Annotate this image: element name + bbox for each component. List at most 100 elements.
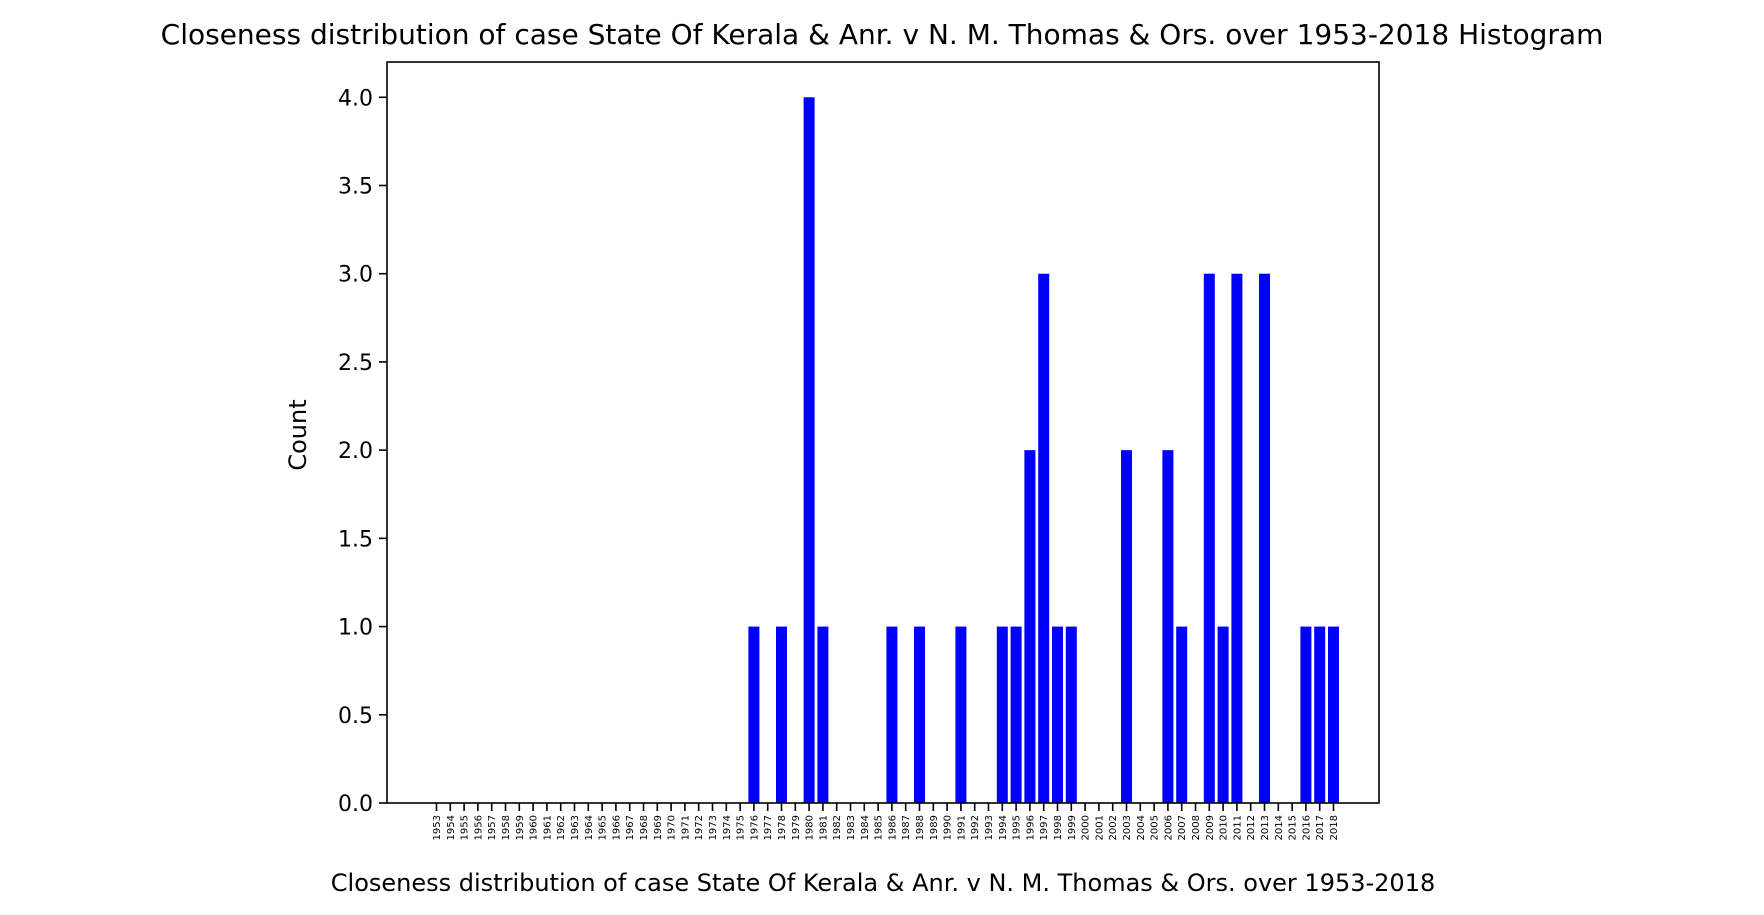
chart-title: Closeness distribution of case State Of … [161,18,1604,51]
x-tick-label: 1958 [501,815,512,840]
y-tick-label: 3.0 [338,263,373,288]
x-tick-label: 1955 [460,815,471,840]
x-tick-label: 1956 [473,815,484,840]
bar-2013 [1259,273,1270,803]
y-tick-label: 4.0 [338,86,373,111]
bar-1998 [1052,626,1063,803]
x-tick-label: 2006 [1163,815,1174,840]
y-axis-label: Count [284,399,312,470]
x-tick-label: 1989 [929,815,940,840]
x-tick-label: 2016 [1301,815,1312,840]
x-tick-label: 1983 [846,815,857,840]
x-tick-label: 1981 [818,815,829,840]
x-tick-label: 1998 [1053,815,1064,840]
x-tick-label: 1987 [901,815,912,840]
bar-2017 [1314,626,1326,803]
x-tick-label: 2009 [1205,815,1216,840]
x-tick-label: 1986 [887,815,898,840]
bar-1976 [748,626,760,803]
x-tick-label: 1968 [639,815,650,840]
x-tick-label: 1984 [860,815,871,840]
x-tick-label: 2011 [1232,815,1243,840]
x-tick-label: 1961 [542,815,553,840]
x-tick-label: 1988 [915,815,926,840]
bar-1981 [817,626,829,803]
x-tick-label: 1966 [611,815,622,840]
x-tick-label: 1953 [432,815,443,840]
bar-2003 [1121,450,1132,803]
x-tick-label: 2007 [1177,815,1188,840]
x-tick-label: 1972 [694,815,705,840]
x-tick-label: 1979 [791,815,802,840]
x-tick-label: 2005 [1150,815,1161,840]
x-tick-label: 1994 [998,815,1009,840]
x-tick-label: 1993 [984,815,995,840]
x-tick-label: 2004 [1136,815,1147,840]
x-tick-label: 1982 [832,815,843,840]
x-tick-label: 1990 [943,815,954,840]
bar-1988 [914,626,925,803]
y-tick-label: 3.5 [338,175,373,200]
x-tick-label: 1999 [1067,815,1078,840]
x-tick-label: 1973 [708,815,719,840]
x-tick-label: 1974 [722,815,733,840]
bar-2011 [1231,273,1243,803]
bar-1995 [1010,626,1022,803]
y-tick-label: 1.5 [338,527,373,552]
x-tick-label: 1959 [515,815,526,840]
x-tick-label: 1969 [653,815,664,840]
x-tick-label: 2014 [1274,815,1285,840]
x-tick-label: 1965 [598,815,609,840]
bar-2010 [1217,626,1229,803]
x-tick-label: 1967 [625,815,636,840]
bar-1978 [776,626,787,803]
x-tick-label: 2001 [1094,815,1105,840]
x-tick-label: 1976 [749,815,760,840]
bar-2007 [1176,626,1188,803]
y-tick-label: 2.0 [338,439,373,464]
x-tick-label: 2002 [1108,815,1119,840]
y-tick-label: 0.5 [338,704,373,729]
x-tick-label: 1964 [584,815,595,840]
x-tick-label: 1985 [874,815,885,840]
bar-1991 [955,626,967,803]
x-tick-label: 1980 [805,815,816,840]
x-tick-label: 1971 [680,815,691,840]
bar-2006 [1162,450,1174,803]
x-tick-label: 2015 [1288,815,1299,840]
x-tick-label: 2010 [1219,815,1230,840]
x-tick-label: 1975 [736,815,747,840]
x-tick-label: 1992 [970,815,981,840]
bar-1986 [886,626,898,803]
x-tick-label: 1991 [956,815,967,840]
x-tick-label: 2008 [1191,815,1202,840]
x-tick-label: 2018 [1329,815,1340,840]
x-tick-label: 1970 [667,815,678,840]
bar-1999 [1065,626,1077,803]
x-tick-label: 1997 [1039,815,1050,840]
bar-1980 [803,97,815,804]
y-tick-label: 1.0 [338,616,373,641]
x-tick-label: 2017 [1315,815,1326,840]
x-axis-label: Closeness distribution of case State Of … [331,869,1435,897]
x-tick-label: 2003 [1122,815,1133,840]
x-tick-label: 1963 [570,815,581,840]
x-tick-label: 1962 [556,815,567,840]
bar-1996 [1024,450,1036,803]
bar-2018 [1328,626,1339,803]
y-tick-label: 2.5 [338,351,373,376]
x-tick-label: 1954 [446,815,457,840]
bar-2009 [1203,273,1215,803]
axes-frame [386,61,1380,804]
bar-1997 [1038,273,1050,803]
bar-1994 [996,626,1008,803]
x-tick-label: 2013 [1260,815,1271,840]
x-tick-label: 1957 [487,815,498,840]
x-tick-label: 1996 [1025,815,1036,840]
bar-2016 [1300,626,1312,803]
y-tick-label: 0.0 [338,792,373,817]
x-tick-label: 2012 [1246,815,1257,840]
x-tick-label: 2000 [1081,815,1092,840]
